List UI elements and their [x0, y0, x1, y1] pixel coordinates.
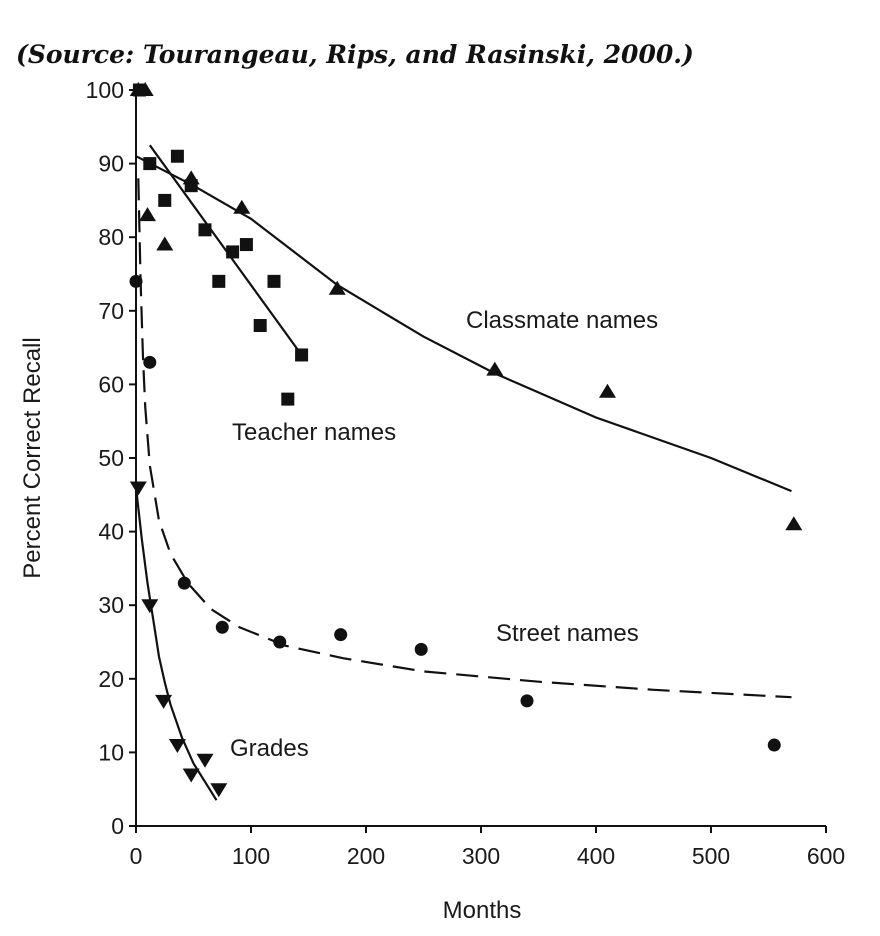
data-point [281, 392, 295, 406]
data-point [132, 83, 146, 97]
data-point [184, 179, 198, 193]
x-tick-label: 0 [130, 843, 143, 869]
data-point [212, 274, 226, 288]
data-point [156, 236, 174, 251]
data-point [139, 207, 156, 222]
fit-line [135, 155, 792, 493]
data-point [785, 516, 803, 531]
x-tick-label: 100 [232, 843, 270, 869]
data-point [273, 635, 287, 649]
data-point [129, 274, 143, 288]
data-point [177, 576, 191, 590]
fit-line [148, 144, 303, 356]
data-markers [129, 82, 803, 798]
data-point [239, 238, 253, 252]
series-labels: Classmate names Teacher names Street names… [230, 307, 658, 762]
data-point [158, 193, 172, 207]
data-point [328, 280, 346, 295]
data-point [155, 694, 173, 709]
data-point [267, 274, 281, 288]
series-label: Street names [496, 620, 639, 647]
y-tick-label: 10 [98, 739, 124, 765]
series-label: Teacher names [232, 419, 396, 446]
data-point [414, 642, 428, 656]
data-point [210, 783, 228, 798]
data-point [182, 768, 200, 783]
series-label: Classmate names [466, 307, 658, 334]
data-point [295, 348, 309, 362]
data-point [486, 361, 504, 376]
y-tick-label: 60 [98, 371, 124, 397]
x-axis-title: Months [443, 897, 522, 924]
x-tick-label: 300 [462, 843, 500, 869]
x-tick-label: 200 [347, 843, 385, 869]
y-tick-label: 100 [86, 77, 124, 103]
data-point [253, 319, 267, 333]
series-label: Grades [230, 735, 309, 762]
data-point [170, 149, 184, 163]
data-point [129, 481, 147, 496]
data-point [226, 245, 240, 259]
data-point [599, 383, 616, 398]
data-point [141, 599, 159, 614]
data-point [767, 738, 781, 752]
data-point [520, 694, 534, 708]
y-tick-label: 20 [98, 666, 124, 692]
fit-lines [134, 144, 792, 801]
data-point [143, 157, 157, 171]
axes: 0 10 20 30 40 50 60 70 80 90 100 0 100 200 300 400 500 60… [86, 77, 846, 869]
y-tick-label: 0 [111, 813, 124, 839]
data-point [198, 223, 212, 237]
data-point [143, 355, 157, 369]
source-caption: (Source: Tourangeau, Rips, and Rasinski,… [16, 40, 694, 69]
x-tick-label: 500 [692, 843, 730, 869]
data-point [233, 199, 251, 214]
data-point [196, 753, 214, 768]
y-axis-title: Percent Correct Recall [19, 337, 46, 578]
y-tick-label: 90 [98, 151, 124, 177]
data-point [334, 628, 348, 642]
x-tick-label: 400 [577, 843, 615, 869]
y-tick-label: 80 [98, 224, 124, 250]
fit-line [134, 487, 218, 801]
x-tick-label: 600 [807, 843, 845, 869]
y-tick-label: 70 [98, 298, 124, 324]
fit-line [137, 178, 792, 699]
data-point [168, 739, 186, 754]
y-tick-label: 40 [98, 519, 124, 545]
data-point [215, 620, 229, 634]
y-tick-label: 30 [98, 592, 124, 618]
y-tick-label: 50 [98, 445, 124, 471]
